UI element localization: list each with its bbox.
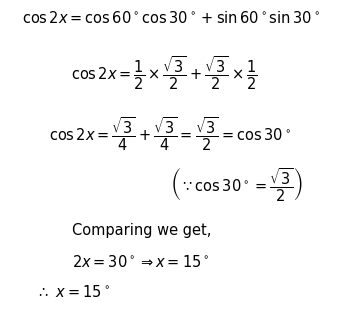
Text: $\cos 2x = \cos 60^\circ \cos 30^\circ + \sin 60^\circ \sin 30^\circ$: $\cos 2x = \cos 60^\circ \cos 30^\circ +… bbox=[21, 10, 320, 26]
Text: $\therefore\ x = 15^\circ$: $\therefore\ x = 15^\circ$ bbox=[36, 284, 110, 300]
Text: $\cos 2x = \dfrac{\sqrt{3}}{4} + \dfrac{\sqrt{3}}{4} = \dfrac{\sqrt{3}}{2} = \co: $\cos 2x = \dfrac{\sqrt{3}}{4} + \dfrac{… bbox=[49, 115, 292, 153]
Text: $\cos 2x = \dfrac{1}{2} \times \dfrac{\sqrt{3}}{2} + \dfrac{\sqrt{3}}{2} \times : $\cos 2x = \dfrac{1}{2} \times \dfrac{\s… bbox=[71, 54, 258, 92]
Text: $\left( \because \cos 30^\circ = \dfrac{\sqrt{3}}{2} \right)$: $\left( \because \cos 30^\circ = \dfrac{… bbox=[170, 167, 302, 204]
Text: Comparing we get,: Comparing we get, bbox=[72, 223, 211, 239]
Text: $2x = 30^\circ \Rightarrow x = 15^\circ$: $2x = 30^\circ \Rightarrow x = 15^\circ$ bbox=[72, 254, 209, 270]
